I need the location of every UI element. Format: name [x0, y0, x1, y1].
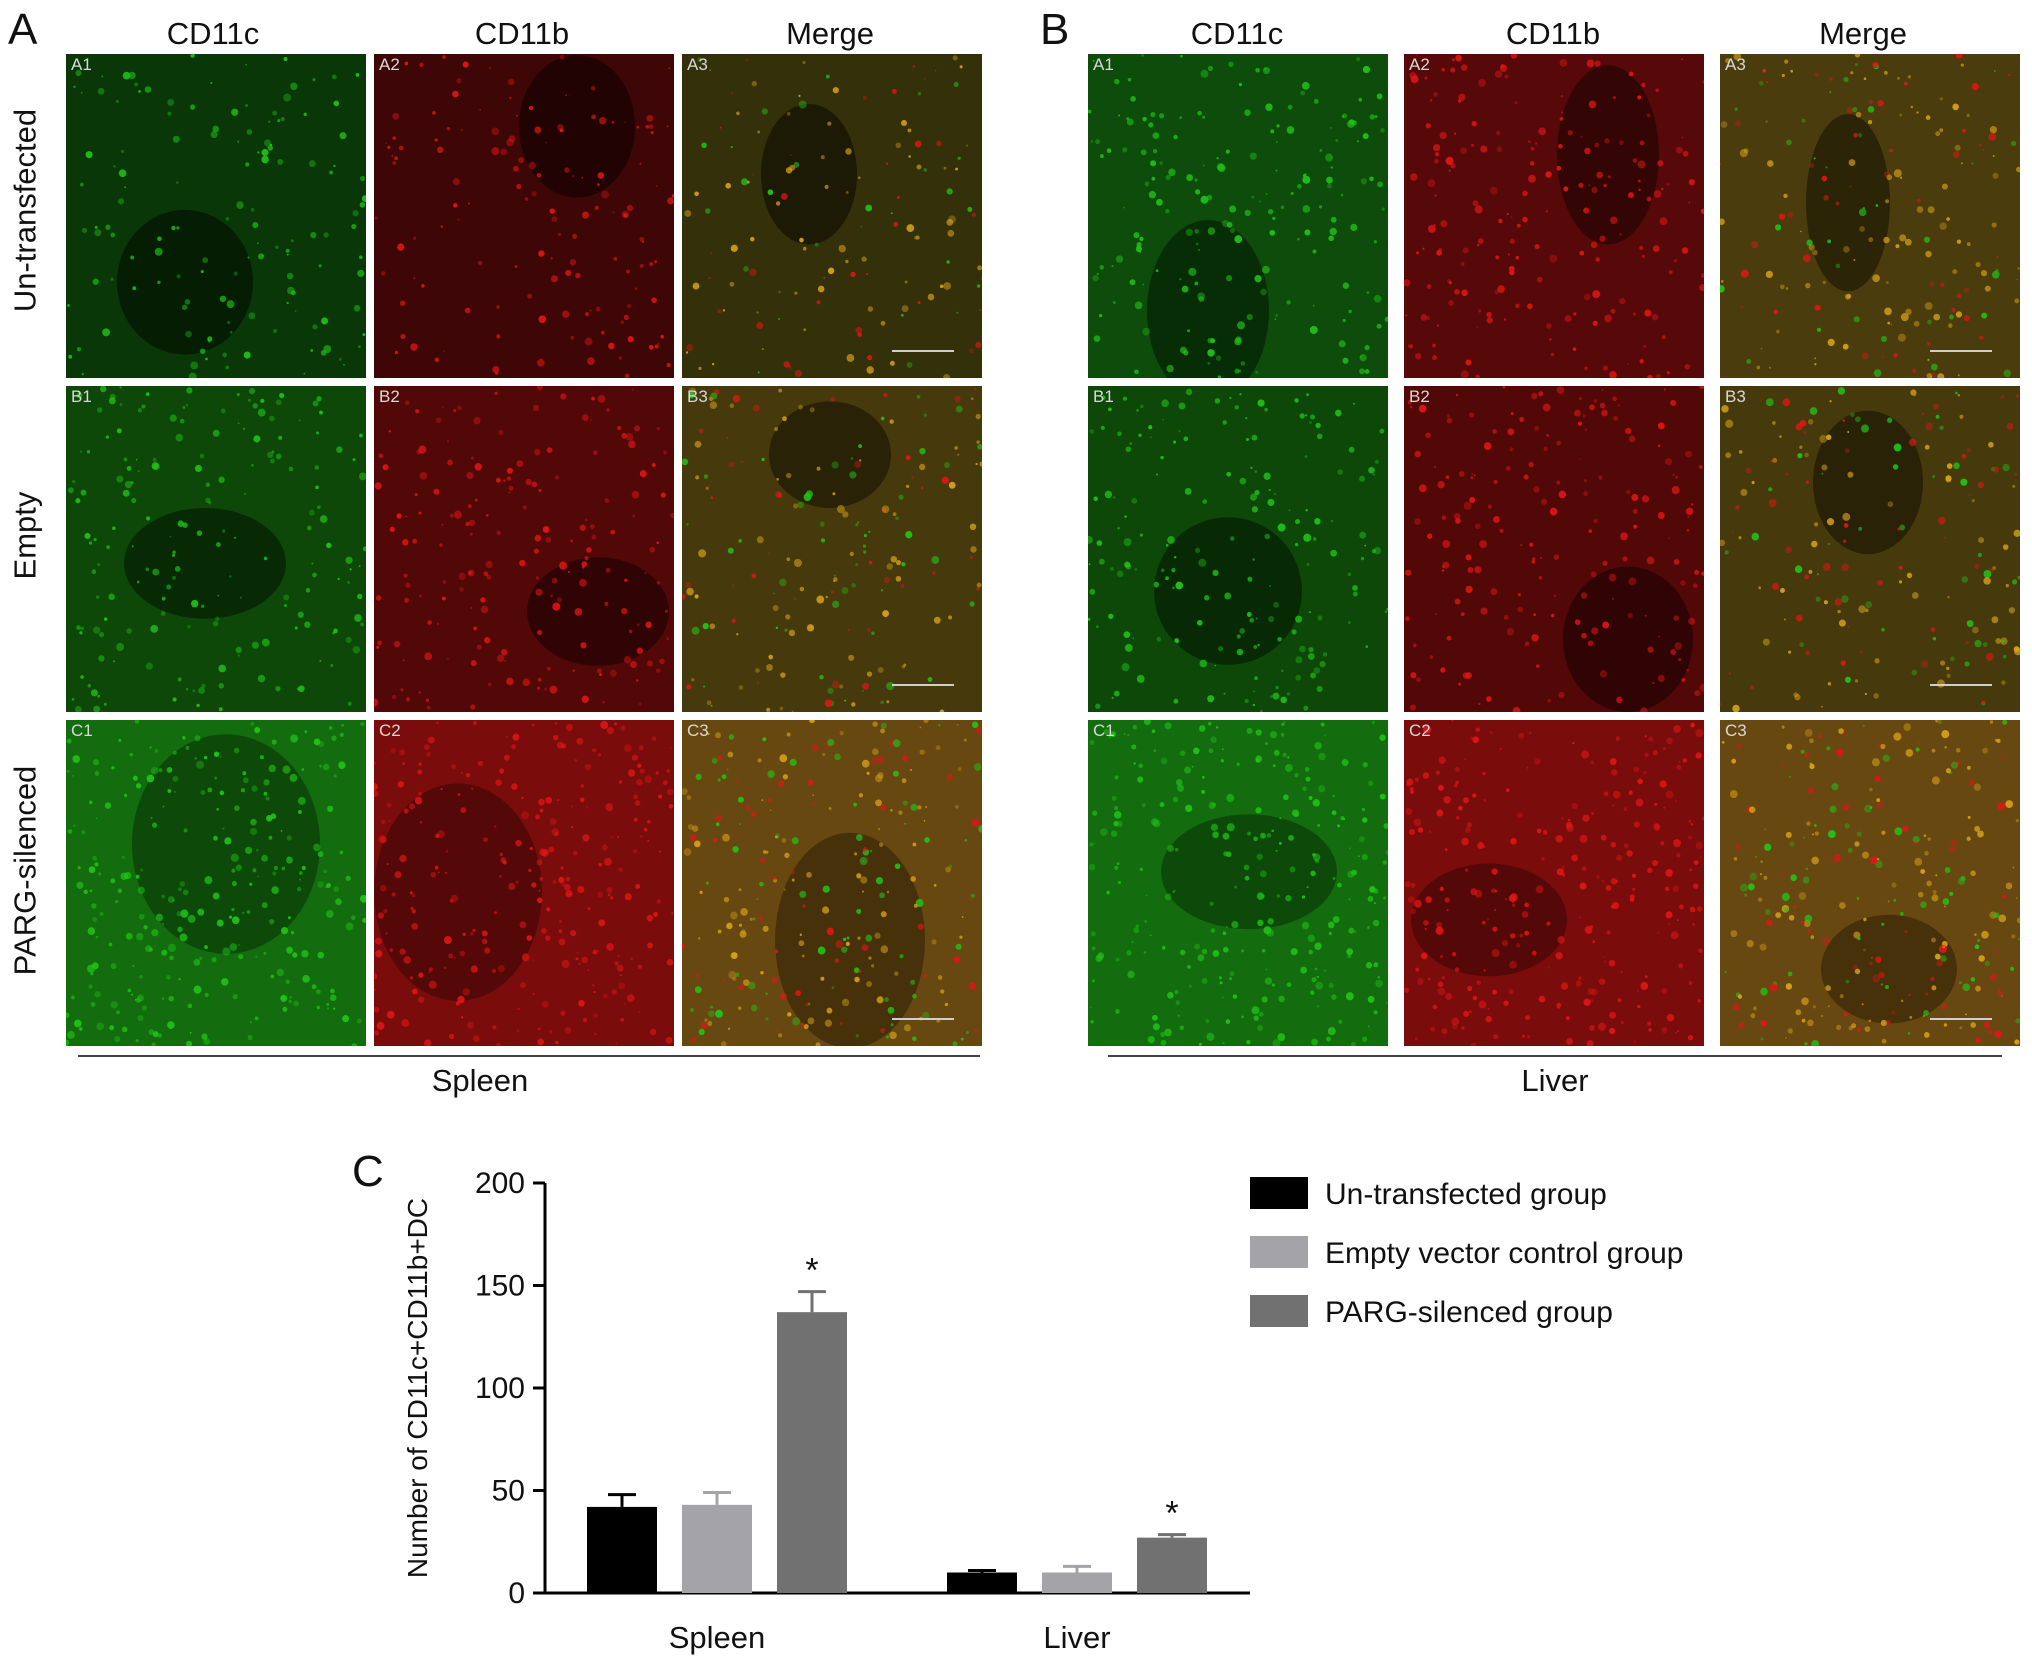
- micrograph-label: B2: [379, 387, 400, 406]
- micrograph-label: C1: [71, 721, 93, 740]
- micrograph-a-a2: A2: [372, 52, 676, 380]
- legend-label-1: Un-transfected group: [1325, 1178, 1607, 1211]
- micrograph-b-a1: A1: [1086, 52, 1390, 380]
- panel-a-letter: A: [8, 5, 38, 54]
- micrograph-label: B3: [1725, 387, 1746, 406]
- micrograph-label: A2: [1409, 55, 1430, 74]
- micrograph-b-c3: C3: [1718, 718, 2022, 1048]
- micrograph-label: C2: [379, 721, 401, 740]
- panel-b-col-header-cd11c: CD11c: [1190, 16, 1284, 51]
- legend-swatch-3: [1250, 1295, 1308, 1327]
- micrograph-label: A3: [1725, 55, 1746, 74]
- panel-a-row-header-empty: Empty: [7, 491, 43, 580]
- micrograph-b-c1: C1: [1086, 718, 1390, 1048]
- micrograph-b-a3: A3: [1718, 52, 2022, 380]
- micrograph-label: A3: [687, 55, 708, 74]
- panel-a-col-header-cd11c: CD11c: [166, 16, 260, 51]
- micrograph-a-c3: C3: [680, 718, 984, 1048]
- panel-c-letter: C: [352, 1147, 384, 1196]
- micrograph-label: B2: [1409, 387, 1430, 406]
- micrograph-label: C3: [687, 721, 709, 740]
- bar-liver-3: [1137, 1537, 1207, 1593]
- micrograph-a-c1: C1: [64, 718, 368, 1048]
- bar-liver-1: [947, 1572, 1017, 1593]
- panel-b-underline: [1108, 1055, 2002, 1057]
- micrograph-label: B1: [1093, 387, 1114, 406]
- micrograph-a-b2: B2: [372, 384, 676, 714]
- y-tick-label: 200: [475, 1167, 525, 1200]
- scale-bar: [892, 1018, 954, 1020]
- scale-bar: [1930, 684, 1992, 686]
- panel-c-bar-chart: 0 50 100 150 200 Number of CD11c+CD11b+DC * Spl…: [380, 1150, 1780, 1669]
- y-axis-label: Number of CD11c+CD11b+DC: [402, 1198, 433, 1578]
- panel-a-row-header-parg-silenced: PARG-silenced: [7, 765, 43, 976]
- micrograph-a-b1: B1: [64, 384, 368, 714]
- micrograph-label: B3: [687, 387, 708, 406]
- micrograph-b-a2: A2: [1402, 52, 1706, 380]
- micrograph-b-c2: C2: [1402, 718, 1706, 1048]
- panel-a-tissue-label: Spleen: [431, 1063, 529, 1098]
- scale-bar: [892, 350, 954, 352]
- x-category-label-liver: Liver: [1043, 1620, 1110, 1655]
- legend-swatch-2: [1250, 1236, 1308, 1268]
- y-tick-label: 0: [508, 1577, 525, 1610]
- micrograph-label: C2: [1409, 721, 1431, 740]
- x-category-label-spleen: Spleen: [669, 1620, 766, 1655]
- significance-marker: *: [1165, 1495, 1178, 1533]
- bar-spleen-2: [682, 1504, 752, 1593]
- y-tick-label: 150: [475, 1270, 525, 1303]
- legend-label-3: PARG-silenced group: [1325, 1296, 1613, 1329]
- significance-marker: *: [805, 1252, 818, 1290]
- y-tick-label: 50: [492, 1475, 525, 1508]
- bar-chart-svg: 0 50 100 150 200 Number of CD11c+CD11b+DC * Spl…: [402, 1167, 1684, 1655]
- micrograph-label: A2: [379, 55, 400, 74]
- micrograph-label: C1: [1093, 721, 1115, 740]
- micrograph-a-a3: A3: [680, 52, 984, 380]
- panel-b-tissue-label: Liver: [1521, 1063, 1589, 1098]
- panel-b-col-header-merge: Merge: [1819, 16, 1907, 51]
- micrograph-label: B1: [71, 387, 92, 406]
- micrograph-label: C3: [1725, 721, 1747, 740]
- bar-liver-2: [1042, 1572, 1112, 1593]
- legend-swatch-1: [1250, 1177, 1308, 1209]
- bar-spleen-1: [587, 1506, 657, 1593]
- scale-bar: [892, 684, 954, 686]
- bar-spleen-3: [777, 1312, 847, 1593]
- panel-a-col-header-cd11b: CD11b: [474, 16, 570, 51]
- micrograph-a-c2: C2: [372, 718, 676, 1048]
- panel-a-underline: [78, 1055, 980, 1057]
- panel-b-letter: B: [1040, 5, 1070, 54]
- y-tick-label: 100: [475, 1372, 525, 1405]
- micrograph-a-a1: A1: [64, 52, 368, 380]
- micrograph-label: A1: [1093, 55, 1114, 74]
- legend-label-2: Empty vector control group: [1325, 1237, 1684, 1270]
- panel-a-row-header-untransfected: Un-transfected: [7, 108, 43, 313]
- panel-a-col-header-merge: Merge: [786, 16, 874, 51]
- micrograph-b-b3: B3: [1718, 384, 2022, 714]
- scale-bar: [1930, 350, 1992, 352]
- micrograph-label: A1: [71, 55, 92, 74]
- panel-b-col-header-cd11b: CD11b: [1505, 16, 1601, 51]
- micrograph-b-b2: B2: [1402, 384, 1706, 714]
- micrograph-a-b3: B3: [680, 384, 984, 714]
- micrograph-b-b1: B1: [1086, 384, 1390, 714]
- scale-bar: [1930, 1018, 1992, 1020]
